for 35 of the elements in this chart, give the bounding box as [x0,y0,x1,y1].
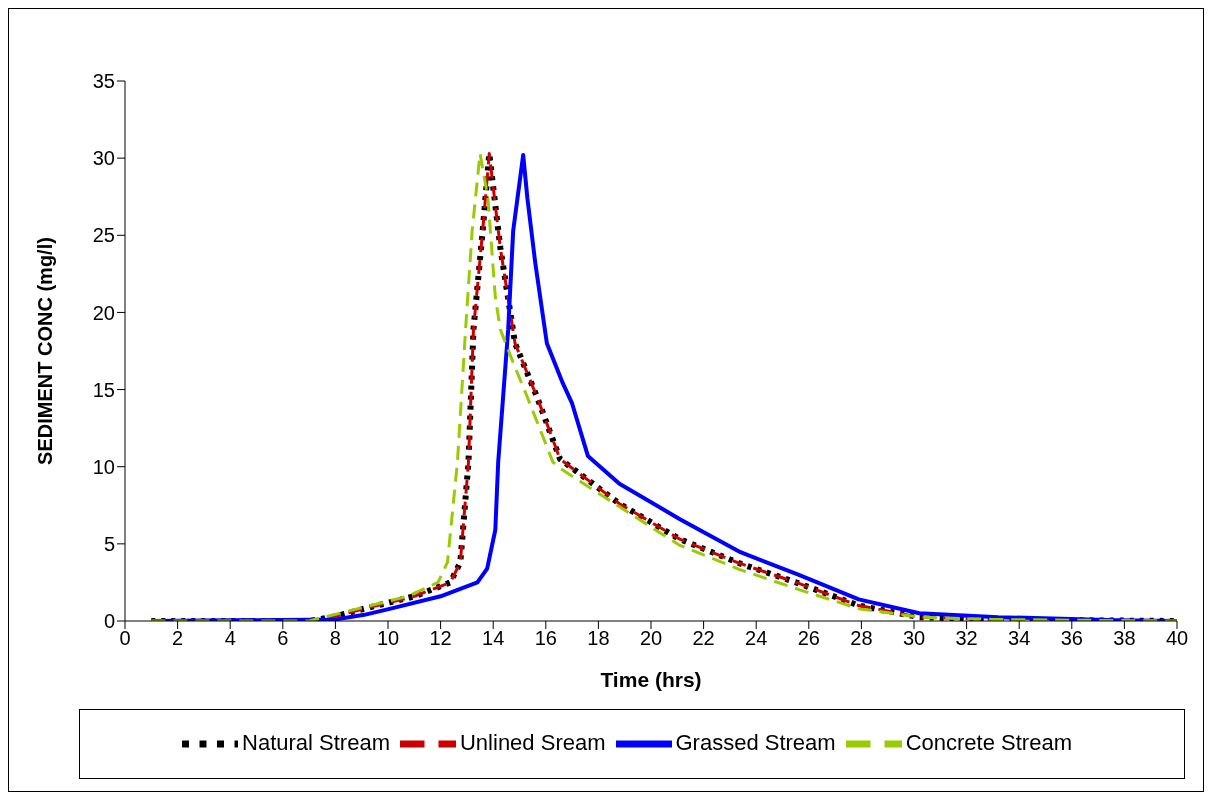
x-tick-label: 36 [1060,627,1083,650]
y-axis-title: SEDIMENT CONC (mg/l) [34,237,57,465]
x-tick-label: 12 [429,627,452,650]
y-tick-label: 35 [92,70,115,93]
x-tick-label: 34 [1008,627,1031,650]
x-axis-title: Time (hrs) [600,668,702,691]
x-tick-label: 22 [692,627,715,650]
legend-label: Natural Stream [242,729,390,755]
legend-label: Unlined Sream [459,729,606,755]
x-tick-label: 26 [797,627,820,650]
y-tick-label: 0 [103,610,115,633]
x-tick-label: 20 [639,627,663,650]
y-tick-label: 20 [92,301,115,324]
x-tick-label: 18 [587,627,610,650]
legend-label: Grassed Stream [675,729,836,755]
x-tick-label: 6 [277,627,289,650]
x-tick-label: 38 [1113,627,1136,650]
x-tick-label: 28 [850,627,873,650]
x-tick-label: 0 [119,627,131,650]
x-tick-label: 40 [1165,627,1189,650]
y-tick-label: 10 [92,455,115,478]
x-tick-label: 10 [376,627,400,650]
x-tick-label: 30 [902,627,926,650]
x-tick-label: 4 [224,627,236,650]
y-tick-label: 15 [92,378,115,401]
x-tick-label: 32 [955,627,978,650]
x-tick-label: 24 [745,627,768,650]
y-tick-label: 30 [92,147,115,170]
x-tick-label: 16 [534,627,557,650]
y-tick-label: 5 [103,532,115,555]
x-tick-label: 2 [172,627,184,650]
x-tick-label: 8 [329,627,341,650]
legend-label: Concrete Stream [905,729,1072,755]
y-tick-label: 25 [92,224,115,247]
x-tick-label: 14 [482,627,505,650]
